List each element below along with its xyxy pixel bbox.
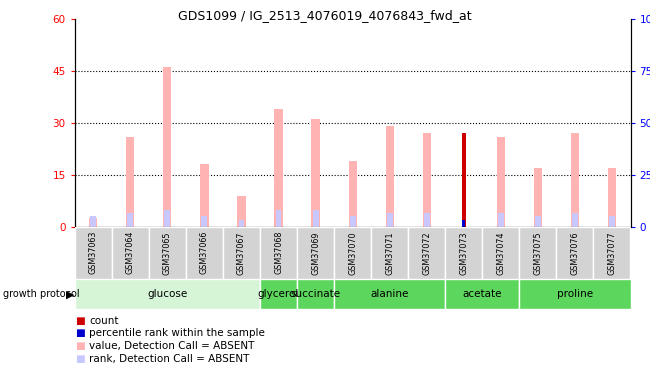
Text: ▶: ▶: [66, 290, 75, 299]
Bar: [462, 133, 466, 227]
Bar: [535, 216, 541, 227]
Text: alanine: alanine: [370, 290, 409, 299]
Text: GSM37073: GSM37073: [460, 231, 468, 274]
Text: percentile rank within the sample: percentile rank within the sample: [89, 328, 265, 338]
Bar: [75, 279, 260, 309]
Bar: [334, 279, 445, 309]
Text: GSM37070: GSM37070: [348, 231, 357, 274]
Bar: [609, 216, 615, 227]
Text: GSM37064: GSM37064: [126, 231, 135, 274]
Bar: [348, 161, 357, 227]
Text: succinate: succinate: [291, 290, 341, 299]
Bar: [497, 137, 505, 227]
Bar: [186, 227, 223, 279]
Text: acetate: acetate: [463, 290, 502, 299]
Bar: [608, 168, 616, 227]
Bar: [350, 216, 356, 227]
Bar: [519, 279, 630, 309]
Bar: [260, 279, 297, 309]
Bar: [571, 133, 579, 227]
Text: ■: ■: [75, 354, 84, 364]
Bar: [164, 210, 170, 227]
Bar: [127, 213, 133, 227]
Bar: [149, 227, 186, 279]
Text: glycerol: glycerol: [258, 290, 299, 299]
Bar: [462, 220, 465, 227]
Bar: [498, 213, 504, 227]
Text: GSM37074: GSM37074: [497, 231, 505, 274]
Text: proline: proline: [557, 290, 593, 299]
Text: GDS1099 / IG_2513_4076019_4076843_fwd_at: GDS1099 / IG_2513_4076019_4076843_fwd_at: [178, 9, 472, 22]
Bar: [237, 196, 246, 227]
Bar: [260, 227, 297, 279]
Bar: [223, 227, 260, 279]
Bar: [445, 279, 519, 309]
Text: GSM37063: GSM37063: [89, 231, 98, 274]
Text: GSM37076: GSM37076: [571, 231, 579, 274]
Bar: [519, 227, 556, 279]
Text: growth protocol: growth protocol: [3, 290, 80, 299]
Bar: [202, 216, 207, 227]
Bar: [408, 227, 445, 279]
Bar: [572, 213, 578, 227]
Text: value, Detection Call = ABSENT: value, Detection Call = ABSENT: [89, 341, 254, 351]
Bar: [556, 227, 593, 279]
Bar: [445, 227, 482, 279]
Text: GSM37066: GSM37066: [200, 231, 209, 274]
Bar: [593, 227, 630, 279]
Bar: [112, 227, 149, 279]
Text: GSM37065: GSM37065: [163, 231, 172, 274]
Text: GSM37071: GSM37071: [385, 231, 394, 274]
Bar: [422, 133, 431, 227]
Bar: [297, 227, 334, 279]
Bar: [90, 216, 96, 227]
Bar: [385, 126, 394, 227]
Text: GSM37075: GSM37075: [534, 231, 542, 275]
Text: ■: ■: [75, 341, 84, 351]
Bar: [387, 213, 393, 227]
Bar: [482, 227, 519, 279]
Bar: [334, 227, 371, 279]
Bar: [297, 279, 334, 309]
Bar: [534, 168, 542, 227]
Text: GSM37069: GSM37069: [311, 231, 320, 274]
Text: GSM37068: GSM37068: [274, 231, 283, 274]
Bar: [89, 218, 98, 227]
Bar: [163, 68, 172, 227]
Bar: [371, 227, 408, 279]
Bar: [200, 164, 209, 227]
Text: GSM37077: GSM37077: [608, 231, 616, 275]
Text: GSM37072: GSM37072: [422, 231, 431, 275]
Text: ■: ■: [75, 328, 84, 338]
Text: ■: ■: [75, 316, 84, 326]
Bar: [126, 137, 135, 227]
Text: GSM37067: GSM37067: [237, 231, 246, 274]
Bar: [424, 213, 430, 227]
Bar: [239, 220, 244, 227]
Text: rank, Detection Call = ABSENT: rank, Detection Call = ABSENT: [89, 354, 250, 364]
Text: count: count: [89, 316, 118, 326]
Bar: [311, 119, 320, 227]
Bar: [276, 210, 281, 227]
Bar: [75, 227, 112, 279]
Text: glucose: glucose: [148, 290, 187, 299]
Bar: [313, 210, 318, 227]
Bar: [274, 109, 283, 227]
